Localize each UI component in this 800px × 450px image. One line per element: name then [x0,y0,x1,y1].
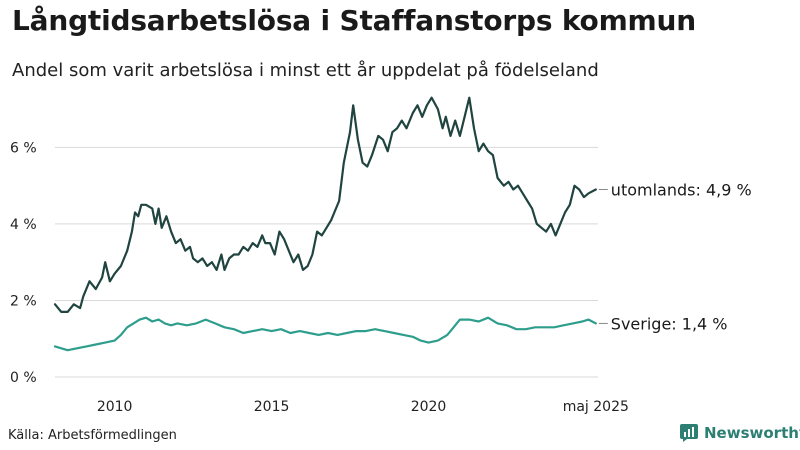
chart-subtitle: Andel som varit arbetslösa i minst ett å… [12,60,599,81]
brand-logo: Newsworthy [680,424,800,442]
series-end-label: Sverige: 1,4 % [611,314,728,333]
x-tick-label: 2020 [411,399,447,415]
y-tick-label: 2 % [10,293,37,309]
chart-title: Långtidsarbetslösa i Staffanstorps kommu… [12,4,696,37]
y-tick-label: 4 % [10,217,37,233]
y-tick-label: 0 % [10,370,37,386]
y-tick-label: 6 % [10,140,37,156]
x-tick-label: maj 2025 [563,399,629,415]
series-end-label: utomlands: 4,9 % [611,180,752,199]
source-note: Källa: Arbetsförmedlingen [8,428,177,443]
series-line-utomlands [53,96,597,313]
x-tick-label: 2015 [254,399,290,415]
x-tick-label: 2010 [97,399,133,415]
newsworthy-chart-icon [680,424,698,442]
brand-name: Newsworthy [704,424,800,442]
series-line-sverige [53,316,597,352]
